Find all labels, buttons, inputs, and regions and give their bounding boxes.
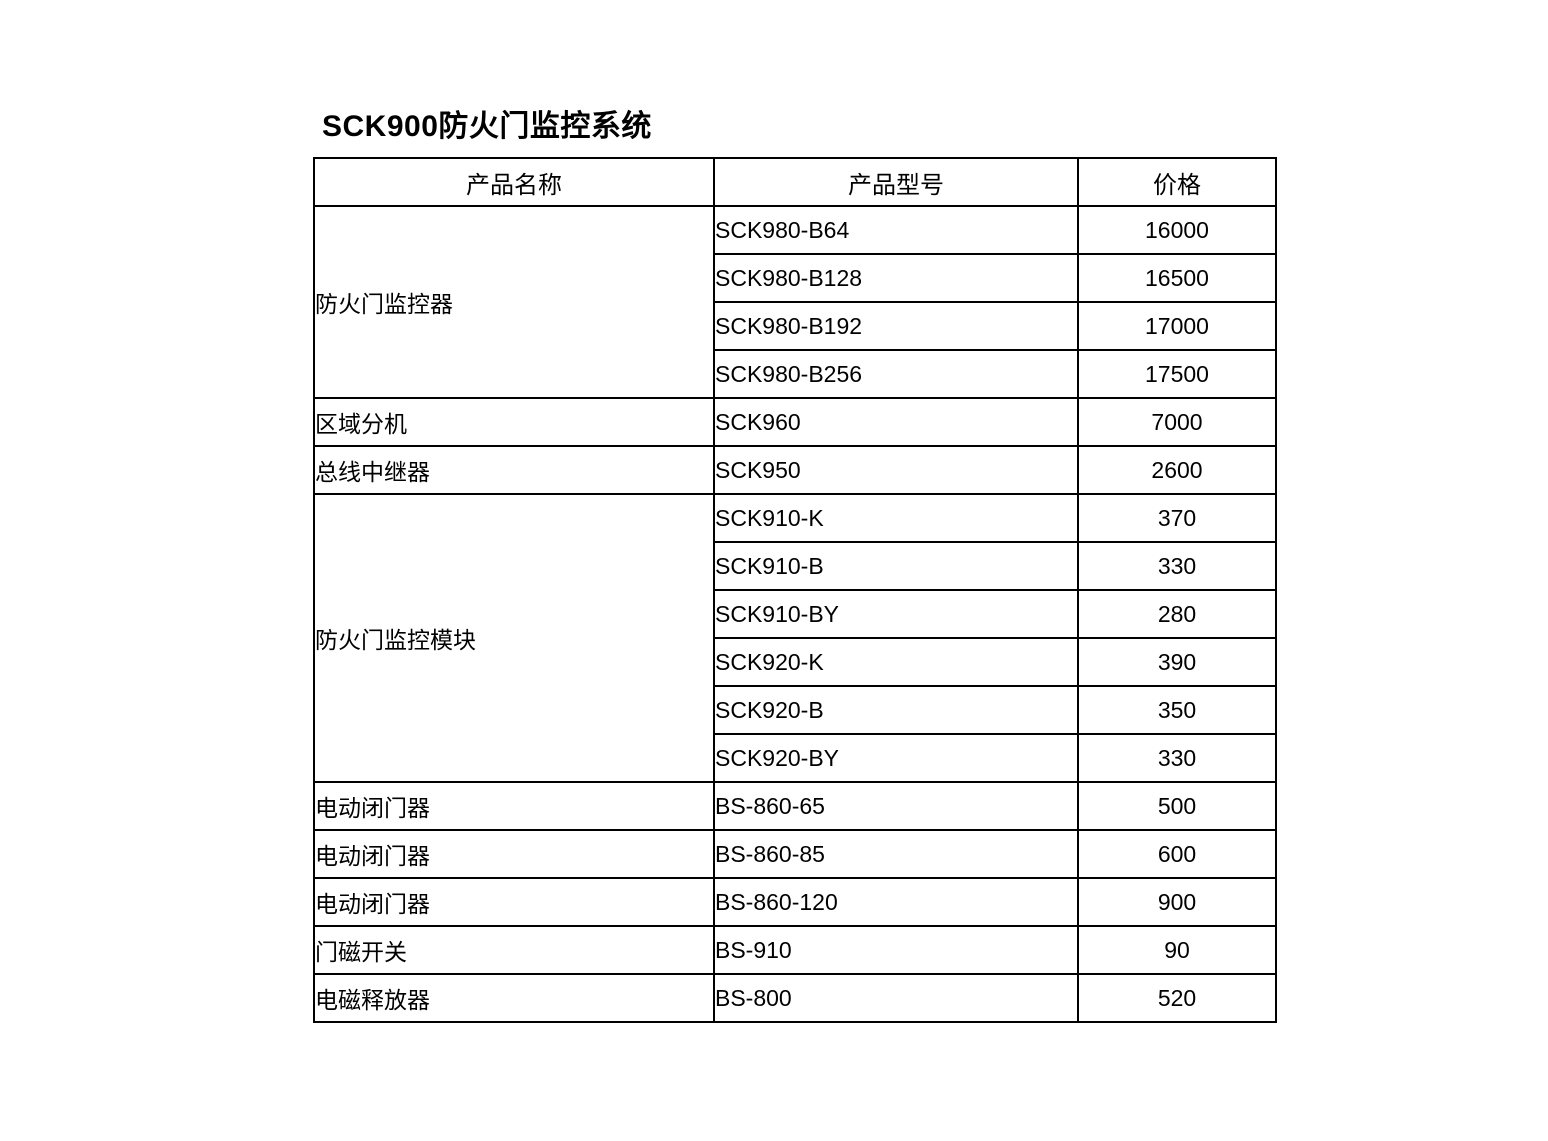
page-title: SCK900防火门监控系统 — [322, 110, 652, 143]
header-row: 产品名称 产品型号 价格 — [313, 157, 1277, 207]
product-name-cell: 电动闭门器 — [313, 877, 715, 927]
table-row: 总线中继器 SCK950 2600 — [313, 445, 1277, 495]
table-row: 电磁释放器 BS-800 520 — [313, 973, 1277, 1023]
product-name-cell: 区域分机 — [313, 397, 715, 447]
price-cell: 330 — [1077, 541, 1277, 591]
table-row: SCK980-B128 16500 — [314, 253, 1277, 303]
price-cell: 600 — [1077, 829, 1277, 879]
price-cell: 330 — [1077, 733, 1277, 783]
price-cell: 370 — [1077, 493, 1277, 543]
product-model-cell: SCK960 — [713, 397, 1079, 447]
product-name-cell: 电动闭门器 — [313, 781, 715, 831]
price-cell: 280 — [1077, 589, 1277, 639]
header-product-name: 产品名称 — [313, 157, 715, 207]
table-row: SCK980-B256 17500 — [314, 349, 1277, 399]
table-row: SCK910-BY 280 — [314, 589, 1277, 639]
table-row: 防火门监控器 SCK980-B64 16000 — [313, 205, 1277, 399]
product-model-cell: BS-860-120 — [713, 877, 1079, 927]
table-row: 电动闭门器 BS-860-65 500 — [313, 781, 1277, 831]
header-product-model: 产品型号 — [713, 157, 1079, 207]
price-table: 产品名称 产品型号 价格 防火门监控器 SCK980-B64 16000 SCK980… — [313, 157, 1277, 1023]
header-price: 价格 — [1077, 157, 1277, 207]
table-row: 电动闭门器 BS-860-120 900 — [313, 877, 1277, 927]
table-row: SCK920-BY 330 — [314, 733, 1277, 783]
price-cell: 500 — [1077, 781, 1277, 831]
product-model-cell: SCK980-B256 — [713, 349, 1079, 399]
price-cell: 350 — [1077, 685, 1277, 735]
product-name-cell: 防火门监控器 — [313, 205, 715, 399]
product-model-cell: SCK910-B — [713, 541, 1079, 591]
price-cell: 390 — [1077, 637, 1277, 687]
table-body: 防火门监控器 SCK980-B64 16000 SCK980-B128 16500 SCK… — [313, 205, 1277, 1023]
product-model-cell: SCK920-K — [713, 637, 1079, 687]
price-cell: 7000 — [1077, 397, 1277, 447]
table-row: 防火门监控模块 SCK910-K 370 — [313, 493, 1277, 783]
product-name-cell: 总线中继器 — [313, 445, 715, 495]
product-model-cell: SCK910-K — [713, 493, 1079, 543]
table-row: SCK980-B192 17000 — [314, 301, 1277, 351]
price-cell: 900 — [1077, 877, 1277, 927]
table-row: 电动闭门器 BS-860-85 600 — [313, 829, 1277, 879]
price-cell: 90 — [1077, 925, 1277, 975]
price-cell: 17500 — [1077, 349, 1277, 399]
table-row: 区域分机 SCK960 7000 — [313, 397, 1277, 447]
price-cell: 16000 — [1077, 205, 1277, 255]
price-cell: 2600 — [1077, 445, 1277, 495]
price-cell: 16500 — [1077, 253, 1277, 303]
product-name-cell: 电磁释放器 — [313, 973, 715, 1023]
product-model-cell: BS-910 — [713, 925, 1079, 975]
table-row: 门磁开关 BS-910 90 — [313, 925, 1277, 975]
price-cell: 520 — [1077, 973, 1277, 1023]
product-model-cell: SCK950 — [713, 445, 1079, 495]
product-name-cell: 电动闭门器 — [313, 829, 715, 879]
product-model-cell: SCK980-B64 — [713, 205, 1079, 255]
table-row: SCK920-B 350 — [314, 685, 1277, 735]
product-model-cell: SCK980-B192 — [713, 301, 1079, 351]
product-model-cell: SCK920-BY — [713, 733, 1079, 783]
product-model-cell: SCK980-B128 — [713, 253, 1079, 303]
product-model-cell: BS-860-85 — [713, 829, 1079, 879]
product-model-cell: SCK920-B — [713, 685, 1079, 735]
product-model-cell: BS-800 — [713, 973, 1079, 1023]
product-model-cell: SCK910-BY — [713, 589, 1079, 639]
price-cell: 17000 — [1077, 301, 1277, 351]
document-page: SCK900防火门监控系统 产品名称 产品型号 价格 防火门监控器 SCK980-… — [313, 108, 1277, 1023]
table-row: SCK910-B 330 — [314, 541, 1277, 591]
table-row: SCK920-K 390 — [314, 637, 1277, 687]
product-name-cell: 门磁开关 — [313, 925, 715, 975]
product-model-cell: BS-860-65 — [713, 781, 1079, 831]
product-name-cell: 防火门监控模块 — [313, 493, 715, 783]
